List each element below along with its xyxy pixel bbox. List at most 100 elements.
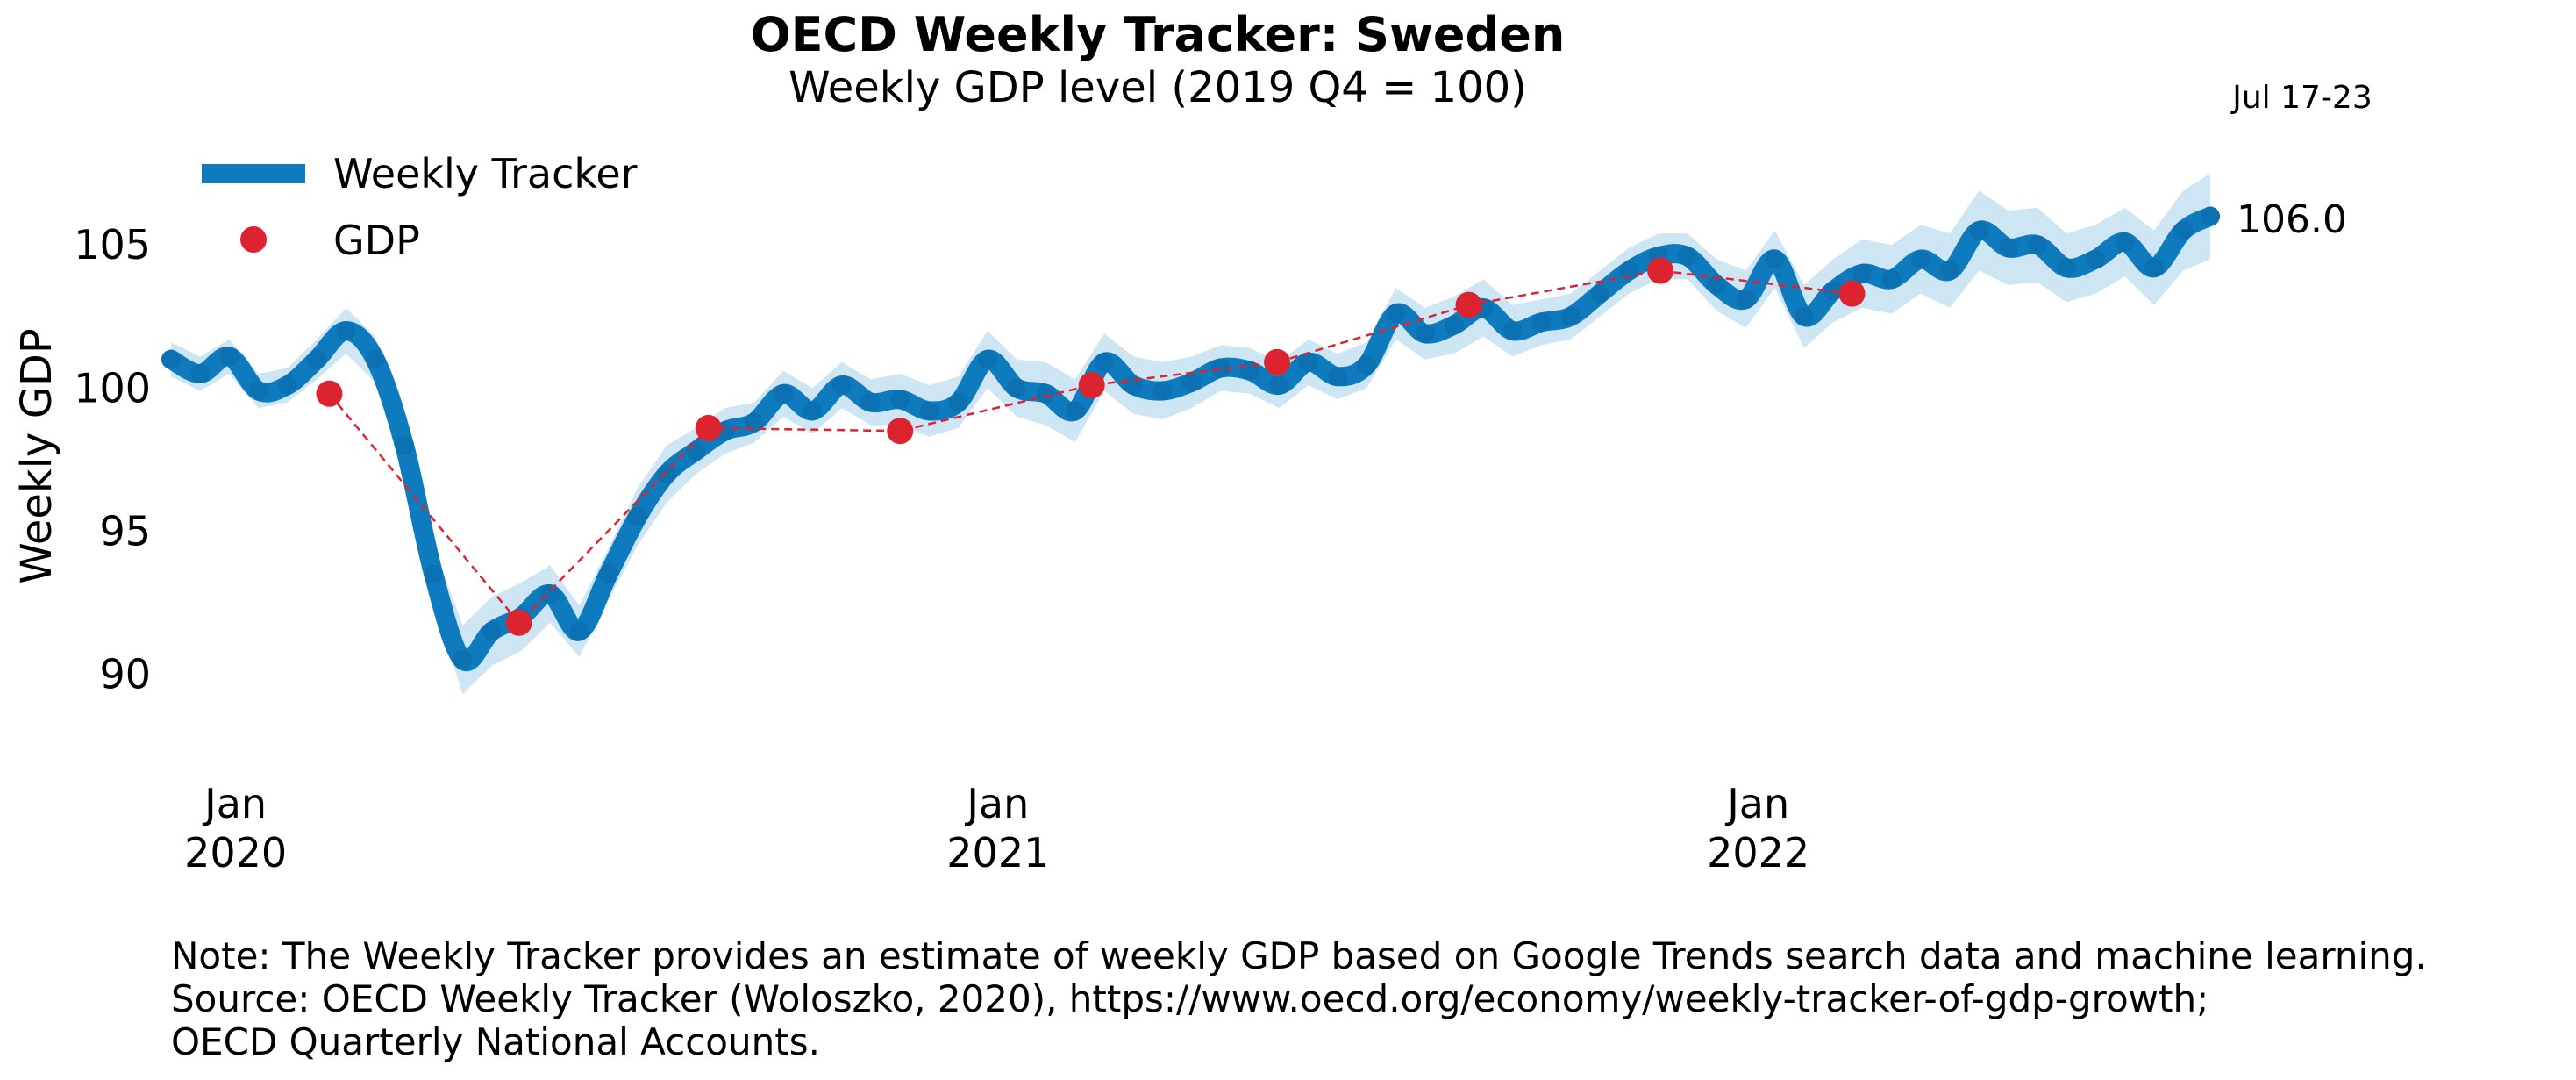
weekly-tracker-point <box>1210 358 1231 378</box>
gdp-point <box>887 418 914 445</box>
footer-source-line-1: Source: OECD Weekly Tracker (Woloszko, 2… <box>171 977 2209 1020</box>
weekly-tracker-point <box>2027 235 2047 255</box>
weekly-tracker-point <box>1677 247 1697 267</box>
legend: Weekly Tracker GDP <box>202 150 638 264</box>
footer-source-line-2: OECD Quarterly National Accounts. <box>171 1020 820 1063</box>
weekly-tracker-point <box>2086 249 2106 269</box>
weekly-tracker-point <box>394 435 414 455</box>
weekly-tracker-point <box>190 363 211 383</box>
weekly-tracker-point <box>1794 306 1814 326</box>
y-tick-label: 105 <box>74 221 151 268</box>
footer-note: Note: The Weekly Tracker provides an est… <box>171 934 2427 977</box>
weekly-tracker-point <box>277 375 297 395</box>
weekly-tracker-point <box>1357 355 1377 375</box>
tracker-confidence-band <box>171 173 2210 695</box>
weekly-tracker-point <box>161 349 181 369</box>
gdp-point <box>695 414 722 441</box>
gdp-dashed-line <box>328 269 1852 625</box>
weekly-tracker-point <box>1560 306 1581 326</box>
y-tick-label: 95 <box>99 507 151 554</box>
y-axis-label: Weekly GDP <box>12 328 61 584</box>
y-tick-label: 90 <box>99 650 151 697</box>
weekly-tracker-point <box>365 349 385 369</box>
weekly-tracker-point <box>248 381 268 401</box>
legend-gdp-label: GDP <box>333 217 420 264</box>
weekly-tracker-point <box>1910 249 1930 269</box>
weekly-tracker-point <box>1881 269 1902 290</box>
weekly-tracker-point <box>1181 372 1202 392</box>
weekly-tracker-point <box>831 375 852 395</box>
weekly-tracker-point <box>219 347 239 367</box>
x-tick-label-year: 2021 <box>946 829 1049 876</box>
weekly-tracker-point <box>1590 283 1610 304</box>
weekly-tracker-point <box>336 321 356 341</box>
weekly-tracker-point <box>977 349 997 369</box>
weekly-tracker-point <box>1852 263 1873 283</box>
gdp-point <box>505 609 532 636</box>
weekly-tracker-point <box>453 650 473 670</box>
gdp-point <box>1078 372 1105 398</box>
weekly-tracker-point <box>744 412 764 433</box>
weekly-tracker-point <box>2057 258 2077 278</box>
weekly-tracker-point <box>627 507 647 527</box>
weekly-tracker-series <box>161 206 2220 672</box>
weekly-tracker-point <box>1444 315 1464 335</box>
weekly-tracker-line <box>161 206 2220 672</box>
gdp-series <box>316 257 1866 636</box>
weekly-tracker-point <box>569 621 589 641</box>
weekly-tracker-point <box>1502 321 1523 341</box>
weekly-tracker-point <box>1736 290 1756 310</box>
latest-value-label: 106.0 <box>2237 197 2347 242</box>
weekly-tracker-point <box>1065 401 1085 421</box>
weekly-tracker-point <box>1094 352 1114 372</box>
gdp-point <box>316 380 343 407</box>
weekly-tracker-point <box>1765 249 1785 269</box>
weekly-tracker-point <box>1298 352 1318 372</box>
gdp-point <box>1647 257 1674 284</box>
weekly-tracker-point <box>657 464 677 484</box>
weekly-tracker-point <box>2201 206 2220 226</box>
gdp-point <box>1455 291 1482 318</box>
latest-period-label: Jul 17-23 <box>2230 80 2373 116</box>
x-tick-label-year: 2022 <box>1707 829 1809 876</box>
weekly-tracker-point <box>1007 378 1027 398</box>
x-tick-label-month: Jan <box>964 780 1029 827</box>
weekly-tracker-point <box>424 564 444 584</box>
weekly-tracker-point <box>307 349 327 369</box>
weekly-tracker-point <box>598 564 618 584</box>
weekly-tracker-point <box>1619 261 1639 281</box>
legend-weekly-tracker-label: Weekly Tracker <box>333 150 638 197</box>
chart-title: OECD Weekly Tracker: Sweden <box>751 7 1566 62</box>
weekly-tracker-point <box>1969 220 1989 240</box>
weekly-tracker-point <box>919 401 939 421</box>
footer: Note: The Weekly Tracker provides an est… <box>171 934 2427 1063</box>
y-tick-label: 100 <box>74 364 151 411</box>
chart-titles: OECD Weekly Tracker: Sweden Weekly GDP l… <box>751 7 1566 112</box>
weekly-tracker-point <box>1531 312 1552 333</box>
weekly-tracker-point <box>890 390 910 410</box>
weekly-tracker-point <box>1998 238 2018 258</box>
weekly-tracker-point <box>1415 324 1435 344</box>
weekly-tracker-point <box>860 392 881 412</box>
gdp-point <box>1838 280 1866 307</box>
weekly-tracker-point <box>482 621 502 641</box>
plot-area <box>161 173 2220 695</box>
weekly-tracker-point <box>1269 375 1289 395</box>
weekly-tracker-point <box>774 383 794 404</box>
weekly-tracker-point <box>1152 381 1173 401</box>
weekly-tracker-point <box>540 584 560 604</box>
weekly-tracker-point <box>1327 367 1347 387</box>
weekly-tracker-point <box>2115 232 2135 252</box>
gdp-point <box>1264 348 1291 375</box>
weekly-tracker-point <box>1386 304 1406 324</box>
weekly-tracker-point <box>2173 220 2194 240</box>
legend-gdp-marker <box>240 226 267 253</box>
x-tick-label-year: 2020 <box>184 829 287 876</box>
y-axis-ticks: 90 95 100 105 <box>74 221 151 697</box>
weekly-tracker-point <box>948 392 968 412</box>
weekly-tracker-point <box>1940 261 1960 281</box>
weekly-tracker-point <box>1707 275 1727 295</box>
weekly-tracker-point <box>686 441 706 461</box>
